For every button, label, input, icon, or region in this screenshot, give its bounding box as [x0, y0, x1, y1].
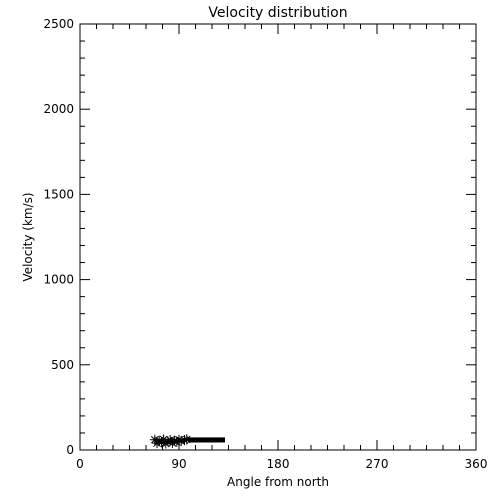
square-point — [201, 437, 206, 443]
square-point — [199, 437, 203, 443]
y-tick-label: 2000 — [43, 102, 74, 116]
asterisk-point — [149, 434, 160, 445]
square-point — [207, 437, 212, 443]
square-point — [188, 437, 192, 443]
plot-frame — [79, 23, 477, 451]
square-point — [216, 437, 221, 443]
square-point — [192, 437, 197, 443]
y-tick-label: 1000 — [43, 273, 74, 287]
x-axis-label: Angle from north — [227, 475, 329, 489]
square-point — [212, 437, 217, 443]
x-tick-label: 360 — [465, 457, 488, 471]
square-point — [214, 437, 219, 443]
square-point — [196, 437, 201, 443]
square-point — [190, 437, 195, 443]
square-point — [210, 437, 214, 443]
y-axis-label: Velocity (km/s) — [21, 192, 35, 281]
y-tick-label: 1500 — [43, 187, 74, 201]
x-tick-label: 0 — [76, 457, 84, 471]
y-tick-label: 2500 — [43, 17, 74, 31]
asterisk-point — [174, 434, 184, 445]
x-tick-label: 90 — [171, 457, 186, 471]
x-tick-label: 270 — [366, 457, 389, 471]
square-point — [203, 437, 208, 443]
asterisk-point — [163, 436, 173, 447]
asterisk-point — [176, 436, 187, 447]
y-tick-label: 500 — [51, 358, 74, 372]
y-tick-label: 0 — [66, 443, 74, 457]
square-point — [194, 437, 199, 443]
chart-title: Velocity distribution — [208, 5, 347, 21]
asterisk-point — [179, 435, 190, 446]
asterisk-point — [158, 434, 169, 445]
square-point — [221, 437, 225, 443]
square-point — [205, 437, 210, 443]
asterisk-point — [181, 434, 192, 445]
x-tick-label: 180 — [267, 457, 290, 471]
square-point — [218, 437, 223, 443]
asterisk-point — [169, 435, 180, 446]
